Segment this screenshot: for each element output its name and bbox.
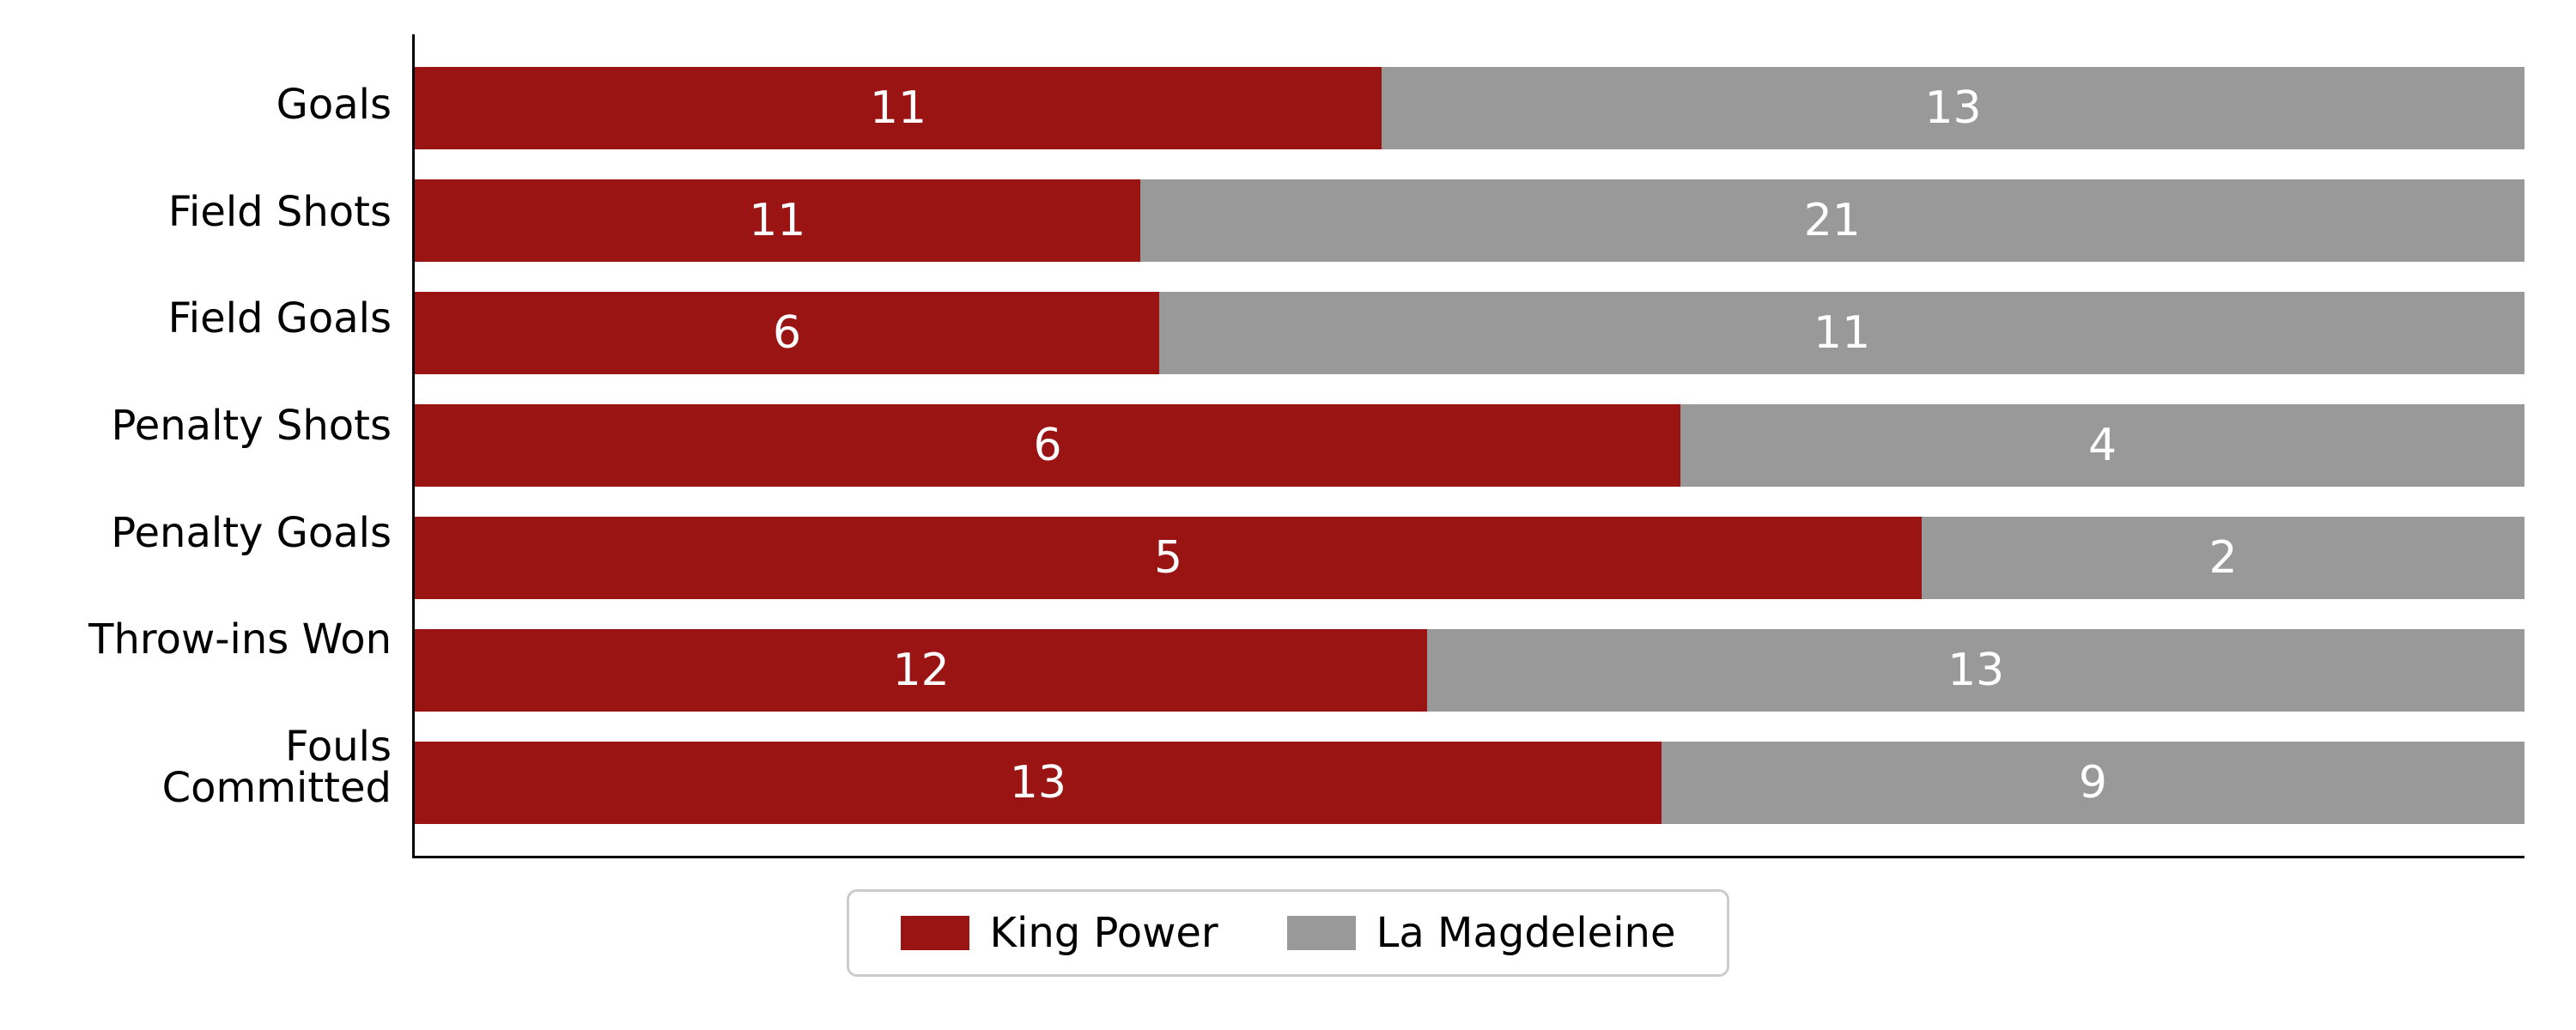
y-label: Throw-ins Won xyxy=(52,619,412,660)
bar-segment-la-magdeleine: 9 xyxy=(1662,742,2524,824)
bar-segment-la-magdeleine: 13 xyxy=(1427,629,2524,712)
y-label: Field Goals xyxy=(52,298,412,339)
bar-segment-king-power: 13 xyxy=(415,742,1662,824)
bar-segment-la-magdeleine: 11 xyxy=(1159,292,2524,374)
bar-row: 611 xyxy=(415,292,2524,374)
chart-area: Goals Field Shots Field Goals Penalty Shots… xyxy=(52,34,2524,858)
y-label: Penalty Goals xyxy=(52,512,412,554)
bar-segment-la-magdeleine: 13 xyxy=(1382,67,2524,149)
legend-swatch-king-power xyxy=(901,916,969,950)
bar-segment-la-magdeleine: 21 xyxy=(1140,179,2524,262)
bar-segment-king-power: 6 xyxy=(415,292,1159,374)
legend-swatch-la-magdeleine xyxy=(1287,916,1356,950)
y-label: Penalty Shots xyxy=(52,405,412,446)
bar-row: 52 xyxy=(415,517,2524,599)
legend-item-la-magdeleine: La Magdeleine xyxy=(1287,909,1676,957)
bar-segment-la-magdeleine: 4 xyxy=(1680,404,2524,487)
bar-segment-la-magdeleine: 2 xyxy=(1922,517,2524,599)
legend: King Power La Magdeleine xyxy=(847,889,1730,977)
y-label: Goals xyxy=(52,84,412,125)
bar-segment-king-power: 11 xyxy=(415,67,1382,149)
legend-label-king-power: King Power xyxy=(990,909,1218,957)
stats-chart: Goals Field Shots Field Goals Penalty Shots… xyxy=(0,0,2576,1030)
y-axis-labels: Goals Field Shots Field Goals Penalty Shots… xyxy=(52,34,412,858)
plot-area: 1113112161164521213139 xyxy=(412,34,2524,858)
bar-row: 139 xyxy=(415,742,2524,824)
bar-segment-king-power: 12 xyxy=(415,629,1427,712)
bar-segment-king-power: 5 xyxy=(415,517,1922,599)
legend-item-king-power: King Power xyxy=(901,909,1218,957)
bar-row: 64 xyxy=(415,404,2524,487)
bar-row: 1213 xyxy=(415,629,2524,712)
y-label: Field Shots xyxy=(52,191,412,233)
bar-segment-king-power: 11 xyxy=(415,179,1140,262)
bar-segment-king-power: 6 xyxy=(415,404,1680,487)
bar-row: 1121 xyxy=(415,179,2524,262)
legend-label-la-magdeleine: La Magdeleine xyxy=(1376,909,1676,957)
y-label: Fouls Committed xyxy=(52,726,412,809)
bar-row: 1113 xyxy=(415,67,2524,149)
